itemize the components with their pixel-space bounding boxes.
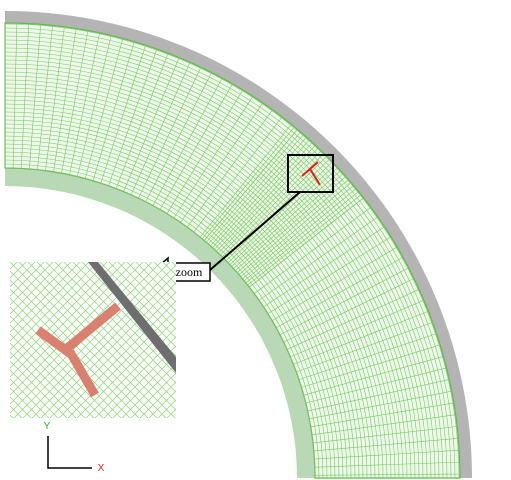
mesh-line — [4, 115, 368, 479]
mesh-lines — [4, 23, 460, 479]
mesh-line — [4, 123, 360, 479]
mesh-line — [4, 75, 408, 479]
axis-triad — [47, 436, 92, 469]
x-axis-label: X — [98, 463, 105, 474]
mesh-line — [4, 139, 344, 479]
leader-line — [209, 191, 301, 271]
zoom-inset — [10, 262, 176, 418]
mesh-line — [4, 83, 400, 479]
mesh-line — [4, 135, 348, 479]
mesh-line — [4, 131, 352, 479]
mesh-line — [4, 31, 452, 479]
crack — [301, 161, 321, 186]
y-axis-label: Y — [44, 421, 51, 432]
mesh-line — [4, 59, 424, 479]
mesh-line — [4, 99, 384, 479]
mesh-line — [4, 51, 432, 479]
mesh-line — [4, 79, 404, 479]
mesh-line — [4, 107, 376, 479]
mesh-line — [4, 87, 396, 479]
mesh-line — [4, 119, 364, 479]
mesh-line — [4, 39, 444, 479]
mesh-line — [4, 71, 412, 479]
inner-band — [5, 168, 315, 478]
mesh-line — [4, 67, 416, 479]
mesh-seam — [249, 197, 364, 288]
mesh-line — [4, 35, 448, 479]
mesh-line — [4, 103, 380, 479]
mesh-line — [4, 63, 420, 479]
zoom-label: zoom — [176, 265, 203, 279]
mesh-line — [4, 91, 392, 479]
mesh-line — [4, 23, 460, 479]
mesh-line — [4, 27, 456, 479]
mesh-line — [4, 55, 428, 479]
mesh-seam — [204, 129, 298, 241]
mesh-line — [4, 111, 372, 479]
mesh-line — [4, 47, 436, 479]
mesh-line — [4, 95, 388, 479]
mesh-line — [4, 127, 356, 479]
crack-box — [287, 154, 334, 193]
